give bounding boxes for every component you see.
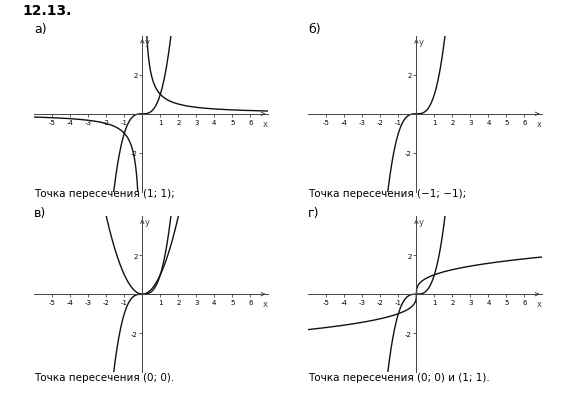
Text: Точка пересечения (0; 0).: Точка пересечения (0; 0). <box>34 373 175 382</box>
Text: 12.13.: 12.13. <box>23 4 72 18</box>
Text: x: x <box>537 119 541 128</box>
Text: x: x <box>263 119 267 128</box>
Text: Точка пересечения (1; 1);: Точка пересечения (1; 1); <box>34 189 175 198</box>
Text: а): а) <box>34 22 47 36</box>
Text: y: y <box>419 218 424 227</box>
Text: в): в) <box>34 207 46 220</box>
Text: Точка пересечения (−1; −1);: Точка пересечения (−1; −1); <box>308 189 467 198</box>
Text: x: x <box>263 299 267 308</box>
Text: Точка пересечения (0; 0) и (1; 1).: Точка пересечения (0; 0) и (1; 1). <box>308 373 490 382</box>
Text: y: y <box>419 38 424 47</box>
Text: б): б) <box>308 22 321 36</box>
Text: г): г) <box>308 207 320 220</box>
Text: y: y <box>144 218 150 227</box>
Text: x: x <box>537 299 541 308</box>
Text: y: y <box>144 38 150 47</box>
